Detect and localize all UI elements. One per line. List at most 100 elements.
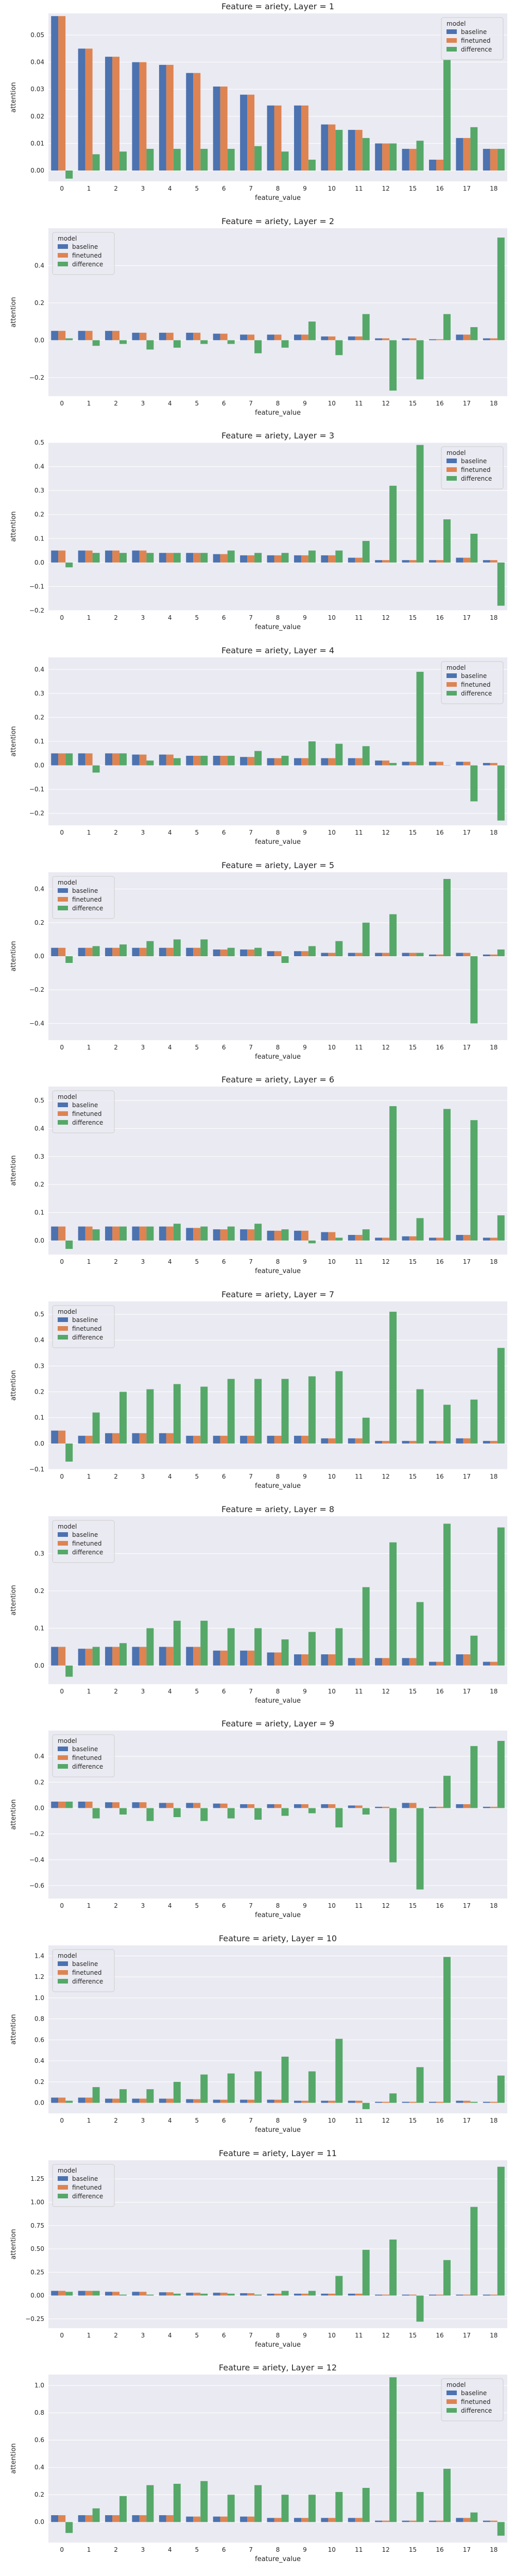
bar-difference-5: [200, 340, 208, 344]
bar-finetuned-8: [274, 2518, 282, 2522]
bar-finetuned-1: [85, 2291, 93, 2296]
x-tick-label: 6: [222, 1688, 226, 1695]
bar-difference-12: [389, 485, 397, 563]
bar-difference-8: [281, 755, 289, 766]
y-tick-label: 0.3: [35, 487, 44, 494]
bar-difference-18: [497, 1527, 505, 1666]
bar-finetuned-3: [139, 62, 147, 171]
y-tick-label: −0.1: [29, 1466, 44, 1473]
bar-difference-15: [416, 141, 424, 171]
bar-finetuned-3: [139, 332, 147, 341]
bar-finetuned-12: [382, 1238, 390, 1241]
x-tick-label: 1: [87, 2117, 91, 2124]
bar-baseline-8: [267, 758, 274, 766]
bar-difference-10: [335, 2492, 343, 2522]
bar-finetuned-4: [166, 332, 174, 341]
bar-finetuned-10: [328, 1804, 336, 1808]
bar-finetuned-6: [220, 1803, 228, 1808]
bar-finetuned-3: [139, 1802, 147, 1808]
bar-finetuned-9: [301, 758, 308, 766]
legend-title: model: [58, 1308, 77, 1315]
bar-difference-18: [497, 2522, 505, 2536]
y-tick-label: −0.2: [29, 1831, 44, 1838]
legend-label-finetuned: finetuned: [72, 1325, 101, 1332]
bar-difference-5: [200, 939, 208, 956]
bar-difference-4: [173, 148, 181, 171]
bar-baseline-18: [483, 2520, 490, 2522]
bar-finetuned-8: [274, 758, 282, 766]
legend-swatch-difference: [58, 1764, 68, 1769]
bar-baseline-5: [186, 1647, 194, 1666]
x-tick-label: 0: [60, 614, 64, 621]
bar-finetuned-16: [436, 954, 443, 956]
legend-swatch-difference: [58, 1550, 68, 1554]
bar-difference-1: [92, 1647, 100, 1666]
x-tick-label: 9: [303, 829, 307, 836]
x-tick-label: 17: [463, 1688, 471, 1695]
bar-baseline-11: [348, 130, 355, 171]
bar-finetuned-5: [193, 1435, 201, 1444]
legend-title: model: [58, 2167, 77, 2174]
bar-finetuned-17: [463, 2294, 471, 2296]
y-tick-label: 0.25: [30, 2268, 44, 2276]
bar-difference-11: [362, 2103, 370, 2109]
x-tick-label: 11: [355, 1044, 363, 1051]
legend-label-difference: difference: [72, 1763, 103, 1770]
y-tick-label: 0.0: [35, 559, 44, 566]
bar-finetuned-7: [247, 2516, 255, 2522]
bar-difference-17: [470, 1635, 478, 1666]
y-tick-label: 0.8: [35, 2015, 44, 2023]
bar-difference-16: [443, 519, 451, 563]
bar-difference-18: [497, 1215, 505, 1241]
bar-difference-7: [254, 146, 262, 171]
bar-difference-18: [497, 238, 505, 341]
x-tick-label: 15: [409, 829, 417, 836]
y-tick-label: −0.4: [29, 1856, 44, 1863]
bar-baseline-15: [402, 953, 409, 956]
bar-baseline-2: [105, 1433, 113, 1444]
bar-finetuned-1: [85, 1649, 93, 1666]
bar-difference-4: [173, 2484, 181, 2522]
bar-difference-2: [119, 1643, 127, 1666]
bar-difference-12: [389, 762, 397, 766]
bar-finetuned-15: [409, 1803, 417, 1808]
bar-difference-5: [200, 1226, 208, 1241]
x-tick-label: 1: [87, 614, 91, 621]
bar-baseline-2: [105, 753, 113, 766]
bar-difference-16: [443, 2260, 451, 2296]
y-tick-label: 0.2: [35, 1388, 44, 1396]
bar-difference-17: [470, 1120, 478, 1241]
bar-finetuned-4: [166, 1433, 174, 1444]
bar-finetuned-9: [301, 1435, 308, 1444]
bar-finetuned-6: [220, 86, 228, 171]
y-tick-label: 0.4: [35, 2057, 44, 2064]
y-tick-label: 0.0: [35, 2099, 44, 2107]
x-tick-label: 1: [87, 1258, 91, 1265]
x-tick-label: 16: [436, 1044, 443, 1051]
bar-difference-4: [173, 1808, 181, 1818]
x-tick-label: 10: [328, 1258, 336, 1265]
bar-finetuned-16: [436, 1662, 443, 1666]
legend-label-difference: difference: [72, 1334, 103, 1341]
x-tick-label: 8: [276, 1473, 280, 1480]
bar-difference-6: [227, 1226, 235, 1241]
bar-baseline-2: [105, 947, 113, 956]
bar-finetuned-15: [409, 148, 417, 171]
bar-finetuned-0: [58, 16, 66, 171]
x-tick-label: 7: [249, 1044, 253, 1051]
bar-finetuned-16: [436, 2520, 443, 2522]
bar-baseline-5: [186, 2293, 194, 2296]
legend-title: model: [58, 1952, 77, 1959]
bar-baseline-18: [483, 148, 490, 171]
bar-finetuned-1: [85, 947, 93, 956]
x-tick-label: 8: [276, 1258, 280, 1265]
bar-baseline-17: [456, 2294, 464, 2296]
legend-swatch-finetuned: [447, 38, 457, 43]
bar-difference-9: [308, 1808, 316, 1814]
x-tick-label: 8: [276, 2117, 280, 2124]
y-axis-label: attention: [10, 2443, 18, 2473]
legend-swatch-baseline: [58, 1747, 68, 1751]
bar-finetuned-9: [301, 1654, 308, 1666]
